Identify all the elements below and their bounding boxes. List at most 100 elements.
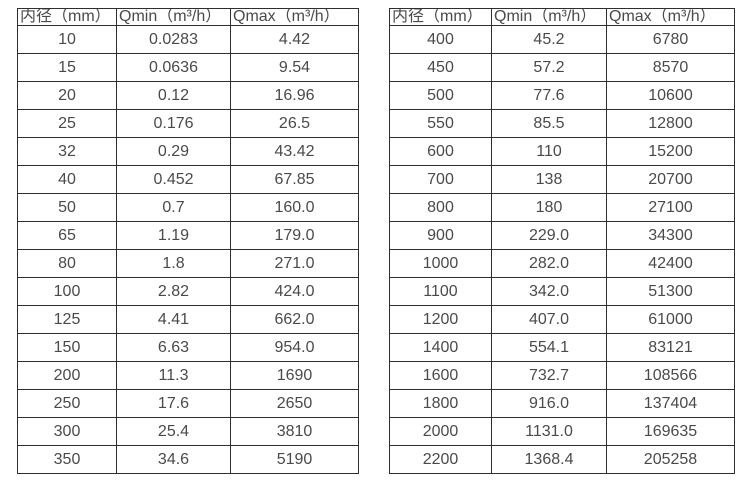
table-row: 500 77.6 10600 bbox=[389, 81, 735, 110]
diameter-cell: 80 bbox=[17, 249, 117, 278]
qmax-cell: 2650 bbox=[230, 389, 359, 418]
diameter-cell: 700 bbox=[389, 165, 492, 194]
flow-range-table-left: 内径（mm） Qmin（m³/h） Qmax（m³/h） 10 0.0283 4.42 1… bbox=[17, 8, 359, 474]
table-row: 125 4.41 662.0 bbox=[17, 305, 359, 334]
qmin-cell: 25.4 bbox=[116, 417, 231, 446]
table-row: 550 85.5 12800 bbox=[389, 109, 735, 138]
diameter-cell: 32 bbox=[17, 137, 117, 166]
qmin-cell: 0.176 bbox=[116, 109, 231, 138]
qmin-cell: 732.7 bbox=[491, 361, 607, 390]
flow-range-table-right: 内径（mm） Qmin（m³/h） Qmax（m³/h） 400 45.2 6780 45… bbox=[389, 8, 735, 474]
diameter-cell: 550 bbox=[389, 109, 492, 138]
qmax-cell: 424.0 bbox=[230, 277, 359, 306]
diameter-cell: 15 bbox=[17, 53, 117, 82]
qmax-cell: 83121 bbox=[606, 333, 735, 362]
qmin-cell: 342.0 bbox=[491, 277, 607, 306]
qmin-cell: 554.1 bbox=[491, 333, 607, 362]
qmin-cell: 6.63 bbox=[116, 333, 231, 362]
qmax-cell: 15200 bbox=[606, 137, 735, 166]
qmin-cell: 0.452 bbox=[116, 165, 231, 194]
diameter-cell: 1800 bbox=[389, 389, 492, 418]
diameter-cell: 1200 bbox=[389, 305, 492, 334]
table-row: 150 6.63 954.0 bbox=[17, 333, 359, 362]
table-row: 1400 554.1 83121 bbox=[389, 333, 735, 362]
diameter-cell: 100 bbox=[17, 277, 117, 306]
diameter-cell: 350 bbox=[17, 445, 117, 474]
qmax-cell: 1690 bbox=[230, 361, 359, 390]
qmax-cell: 61000 bbox=[606, 305, 735, 334]
table-row: 32 0.29 43.42 bbox=[17, 137, 359, 166]
diameter-cell: 1400 bbox=[389, 333, 492, 362]
table-row: 100 2.82 424.0 bbox=[17, 277, 359, 306]
table-row: 900 229.0 34300 bbox=[389, 221, 735, 250]
qmax-cell: 271.0 bbox=[230, 249, 359, 278]
diameter-cell: 800 bbox=[389, 193, 492, 222]
diameter-cell: 900 bbox=[389, 221, 492, 250]
table-header-row: 内径（mm） Qmin（m³/h） Qmax（m³/h） bbox=[389, 8, 735, 26]
qmin-cell: 229.0 bbox=[491, 221, 607, 250]
table-row: 350 34.6 5190 bbox=[17, 445, 359, 474]
qmin-cell: 180 bbox=[491, 193, 607, 222]
table-row: 20 0.12 16.96 bbox=[17, 81, 359, 110]
diameter-cell: 200 bbox=[17, 361, 117, 390]
diameter-cell: 2000 bbox=[389, 417, 492, 446]
diameter-cell: 20 bbox=[17, 81, 117, 110]
table-row: 2200 1368.4 205258 bbox=[389, 445, 735, 474]
column-header-diameter-cell: 内径（mm） bbox=[389, 8, 492, 26]
table-row: 700 138 20700 bbox=[389, 165, 735, 194]
qmax-cell: 42400 bbox=[606, 249, 735, 278]
qmin-cell: 57.2 bbox=[491, 53, 607, 82]
qmax-cell: 954.0 bbox=[230, 333, 359, 362]
qmax-cell: 160.0 bbox=[230, 193, 359, 222]
diameter-cell: 40 bbox=[17, 165, 117, 194]
qmax-cell: 43.42 bbox=[230, 137, 359, 166]
qmax-cell: 67.85 bbox=[230, 165, 359, 194]
table-row: 1000 282.0 42400 bbox=[389, 249, 735, 278]
qmin-cell: 0.7 bbox=[116, 193, 231, 222]
table-row: 1600 732.7 108566 bbox=[389, 361, 735, 390]
qmax-cell: 8570 bbox=[606, 53, 735, 82]
diameter-cell: 450 bbox=[389, 53, 492, 82]
table-row: 25 0.176 26.5 bbox=[17, 109, 359, 138]
qmin-cell: 1368.4 bbox=[491, 445, 607, 474]
diameter-cell: 10 bbox=[17, 25, 117, 54]
table-row: 65 1.19 179.0 bbox=[17, 221, 359, 250]
qmax-cell: 27100 bbox=[606, 193, 735, 222]
diameter-cell: 50 bbox=[17, 193, 117, 222]
column-header-qmin-cell: Qmin（m³/h） bbox=[116, 8, 231, 26]
diameter-cell: 2200 bbox=[389, 445, 492, 474]
diameter-cell: 25 bbox=[17, 109, 117, 138]
table-row: 200 11.3 1690 bbox=[17, 361, 359, 390]
diameter-cell: 150 bbox=[17, 333, 117, 362]
qmax-cell: 3810 bbox=[230, 417, 359, 446]
qmin-cell: 4.41 bbox=[116, 305, 231, 334]
table-row: 400 45.2 6780 bbox=[389, 25, 735, 54]
qmax-cell: 26.5 bbox=[230, 109, 359, 138]
column-header-diameter-cell: 内径（mm） bbox=[17, 8, 117, 26]
qmin-cell: 0.12 bbox=[116, 81, 231, 110]
column-header-qmax-cell: Qmax（m³/h） bbox=[230, 8, 359, 26]
table-row: 300 25.4 3810 bbox=[17, 417, 359, 446]
diameter-cell: 1100 bbox=[389, 277, 492, 306]
table-row: 50 0.7 160.0 bbox=[17, 193, 359, 222]
table-row: 40 0.452 67.85 bbox=[17, 165, 359, 194]
qmax-cell: 4.42 bbox=[230, 25, 359, 54]
column-header-qmin-cell: Qmin（m³/h） bbox=[491, 8, 607, 26]
table-row: 800 180 27100 bbox=[389, 193, 735, 222]
qmax-cell: 662.0 bbox=[230, 305, 359, 334]
qmin-cell: 110 bbox=[491, 137, 607, 166]
qmax-cell: 6780 bbox=[606, 25, 735, 54]
qmin-cell: 0.0283 bbox=[116, 25, 231, 54]
table-row: 450 57.2 8570 bbox=[389, 53, 735, 82]
qmax-cell: 137404 bbox=[606, 389, 735, 418]
column-header-qmax-cell: Qmax（m³/h） bbox=[606, 8, 735, 26]
qmin-cell: 916.0 bbox=[491, 389, 607, 418]
diameter-cell: 125 bbox=[17, 305, 117, 334]
diameter-cell: 500 bbox=[389, 81, 492, 110]
qmin-cell: 34.6 bbox=[116, 445, 231, 474]
qmin-cell: 11.3 bbox=[116, 361, 231, 390]
qmin-cell: 407.0 bbox=[491, 305, 607, 334]
qmax-cell: 108566 bbox=[606, 361, 735, 390]
table-row: 600 110 15200 bbox=[389, 137, 735, 166]
qmax-cell: 10600 bbox=[606, 81, 735, 110]
